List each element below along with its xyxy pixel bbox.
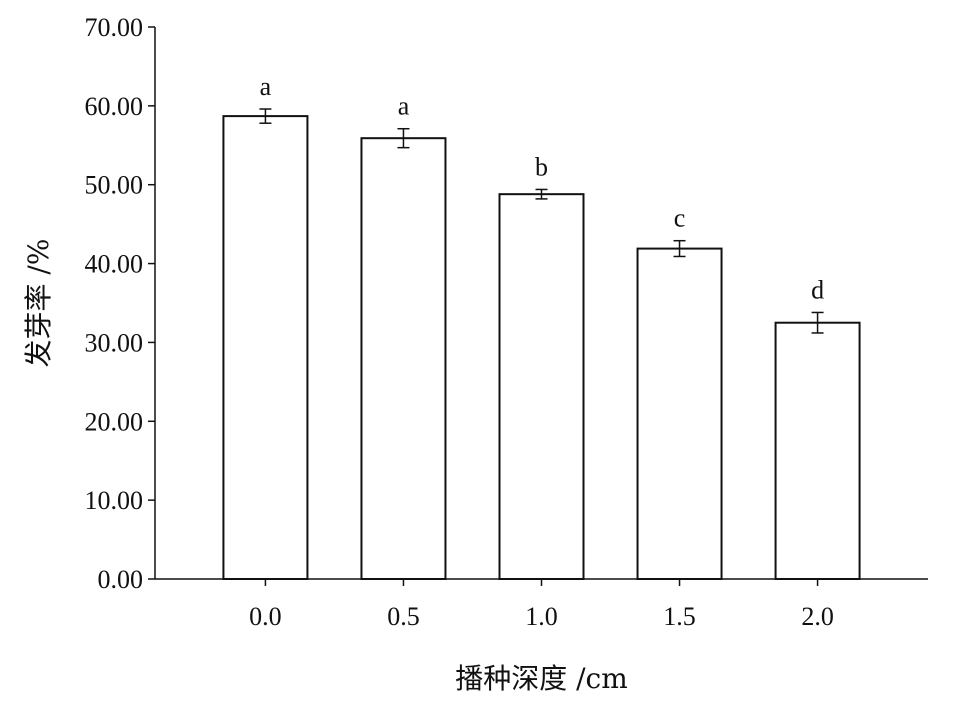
significance-label: b <box>535 152 548 181</box>
significance-label: c <box>674 204 686 233</box>
y-axis: 0.00 10.00 20.00 30.00 40.00 50.00 60.00 70.00 <box>85 13 156 594</box>
bar <box>500 194 584 579</box>
bar <box>361 138 445 579</box>
bars <box>223 116 859 579</box>
significance-label: a <box>260 72 272 101</box>
x-axis-title: 播种深度 /cm <box>455 662 628 695</box>
bar <box>776 323 860 579</box>
x-tick-label: 1.5 <box>663 602 696 631</box>
bar <box>638 249 722 579</box>
x-tick-label: 2.0 <box>801 602 834 631</box>
y-tick-label: 60.00 <box>85 92 144 121</box>
y-tick-label: 10.00 <box>85 486 144 515</box>
y-axis-title: 发芽率 /% <box>22 239 55 368</box>
y-tick-label: 30.00 <box>85 328 144 357</box>
significance-label: d <box>811 275 824 304</box>
x-axis: 0.0 0.5 1.0 1.5 2.0 <box>155 579 928 631</box>
y-tick-label: 0.00 <box>98 565 144 594</box>
y-tick-label: 50.00 <box>85 171 144 200</box>
significance-label: a <box>398 92 410 121</box>
y-tick-label: 20.00 <box>85 407 144 436</box>
bar <box>223 116 307 579</box>
x-tick-label: 0.5 <box>387 602 420 631</box>
y-tick-label: 70.00 <box>85 13 144 42</box>
y-tick-label: 40.00 <box>85 250 144 279</box>
x-tick-label: 1.0 <box>525 602 558 631</box>
x-tick-label: 0.0 <box>249 602 282 631</box>
